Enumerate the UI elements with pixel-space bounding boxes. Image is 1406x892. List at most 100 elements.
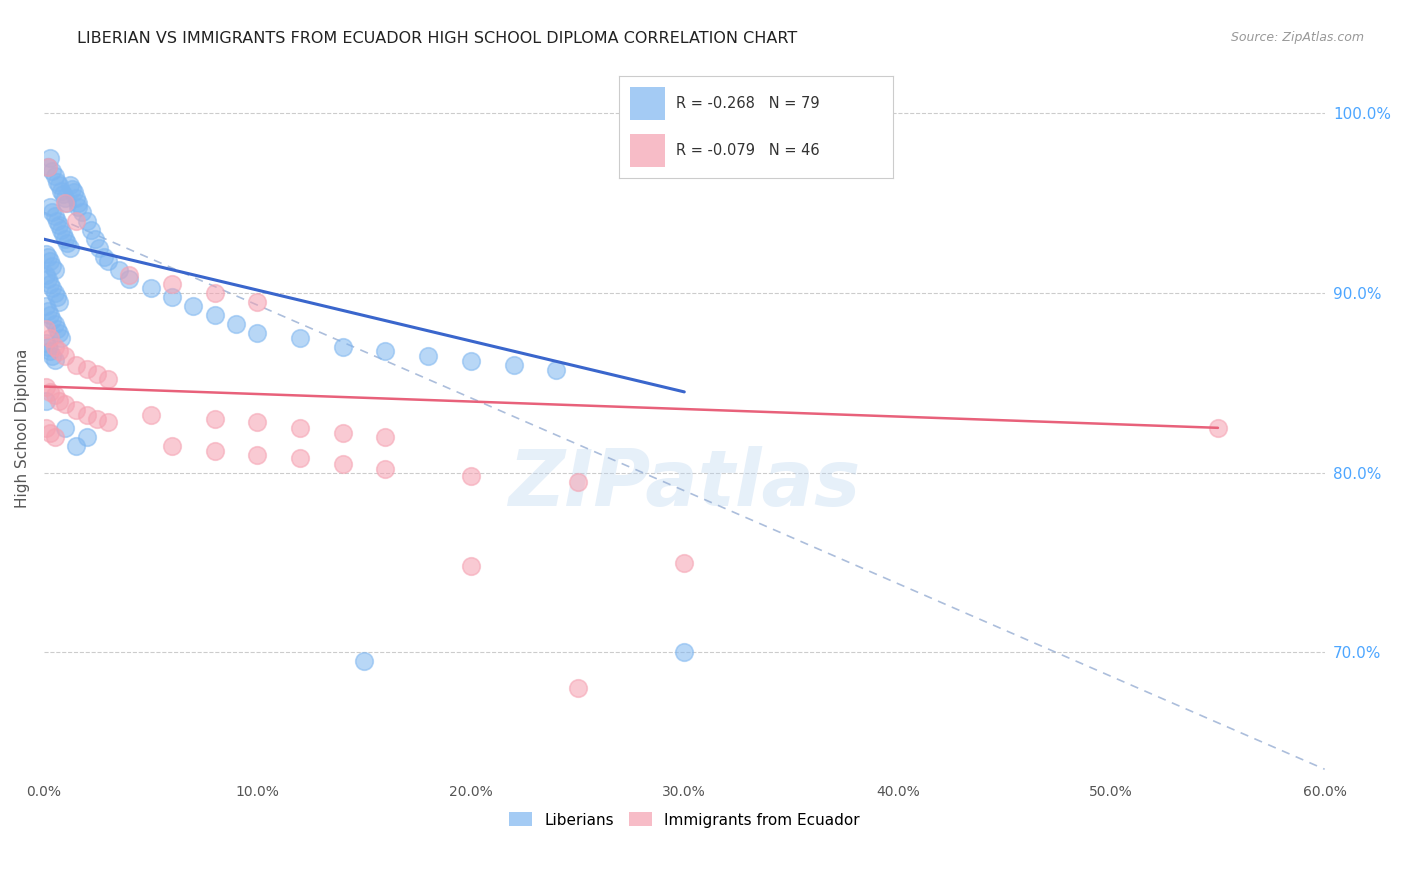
Point [37, 161, 59, 175]
Bar [630, 87, 665, 120]
Point [204, 444, 226, 458]
Point [45, 214, 67, 228]
Point [460, 354, 482, 368]
Point [48, 326, 70, 340]
Point [45, 175, 67, 189]
Point [58, 241, 80, 255]
Point [65, 358, 87, 372]
Point [35, 379, 58, 393]
Point [65, 439, 87, 453]
Point [139, 281, 162, 295]
Point [97, 416, 120, 430]
Bar [630, 135, 665, 167]
Point [35, 393, 58, 408]
Point [39, 308, 62, 322]
Point [39, 384, 62, 399]
Point [65, 191, 87, 205]
Point [44, 209, 66, 223]
Point [160, 439, 183, 453]
Y-axis label: High School Diploma: High School Diploma [15, 348, 30, 508]
Point [48, 343, 70, 358]
Point [44, 317, 66, 331]
Point [502, 358, 524, 372]
Point [76, 409, 98, 423]
Point [62, 186, 84, 200]
Point [41, 164, 63, 178]
Text: Source: ZipAtlas.com: Source: ZipAtlas.com [1230, 31, 1364, 45]
Point [56, 235, 79, 250]
Point [53, 196, 76, 211]
Point [44, 340, 66, 354]
Point [97, 253, 120, 268]
Point [45, 322, 67, 336]
Point [53, 191, 76, 205]
Point [44, 262, 66, 277]
Point [84, 232, 107, 246]
Point [118, 268, 141, 282]
Point [53, 232, 76, 246]
Point [39, 253, 62, 268]
Point [41, 349, 63, 363]
Point [107, 262, 129, 277]
Point [44, 169, 66, 184]
Point [39, 331, 62, 345]
Point [416, 349, 439, 363]
Point [35, 268, 58, 282]
Point [160, 290, 183, 304]
Text: R = -0.268   N = 79: R = -0.268 N = 79 [676, 96, 820, 111]
Point [39, 343, 62, 358]
Text: R = -0.079   N = 46: R = -0.079 N = 46 [676, 144, 820, 158]
Point [204, 286, 226, 301]
Point [35, 322, 58, 336]
Point [80, 223, 103, 237]
Point [374, 430, 396, 444]
Point [53, 397, 76, 411]
Point [37, 340, 59, 354]
Legend: Liberians, Immigrants from Ecuador: Liberians, Immigrants from Ecuador [503, 806, 866, 834]
Point [39, 151, 62, 165]
Point [37, 271, 59, 285]
Point [76, 430, 98, 444]
Point [37, 304, 59, 318]
Point [288, 451, 311, 466]
Point [160, 277, 183, 291]
Point [49, 184, 72, 198]
Point [225, 317, 247, 331]
Point [37, 161, 59, 175]
Point [44, 286, 66, 301]
Point [39, 277, 62, 291]
Point [181, 299, 204, 313]
Point [49, 331, 72, 345]
Point [246, 416, 269, 430]
Point [332, 457, 354, 471]
Point [567, 681, 589, 696]
Point [246, 295, 269, 310]
Point [53, 421, 76, 435]
Point [246, 448, 269, 462]
Point [460, 469, 482, 483]
Point [48, 218, 70, 232]
Point [204, 412, 226, 426]
Text: LIBERIAN VS IMMIGRANTS FROM ECUADOR HIGH SCHOOL DIPLOMA CORRELATION CHART: LIBERIAN VS IMMIGRANTS FROM ECUADOR HIGH… [77, 31, 797, 46]
Point [44, 352, 66, 367]
Text: ZIPatlas: ZIPatlas [508, 446, 860, 522]
Point [35, 421, 58, 435]
Point [37, 250, 59, 264]
Point [53, 349, 76, 363]
Point [288, 421, 311, 435]
Point [76, 361, 98, 376]
Point [45, 290, 67, 304]
Point [35, 246, 58, 260]
Point [86, 412, 108, 426]
Point [332, 340, 354, 354]
Point [673, 645, 696, 659]
Point [139, 409, 162, 423]
Point [41, 313, 63, 327]
Point [288, 331, 311, 345]
Point [58, 178, 80, 193]
Point [546, 363, 568, 377]
Point [65, 402, 87, 417]
Point [56, 196, 79, 211]
Point [41, 259, 63, 273]
Point [567, 475, 589, 489]
